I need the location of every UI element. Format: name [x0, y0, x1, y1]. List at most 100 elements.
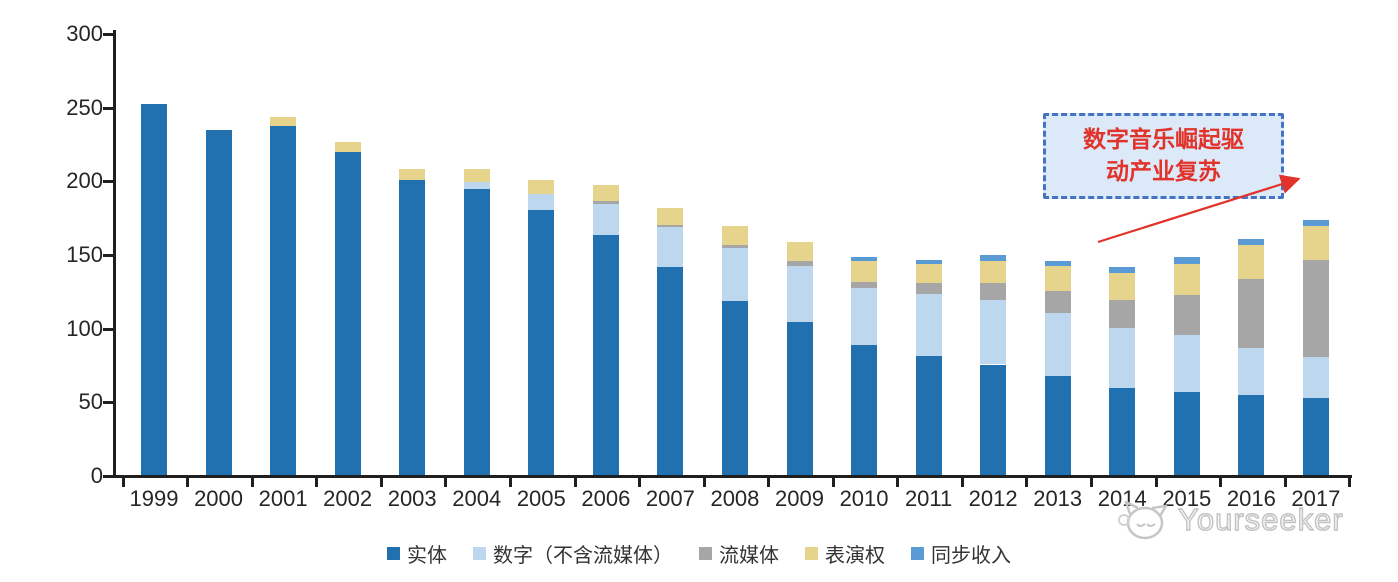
bar-2003-segment-performance-rights — [399, 168, 426, 181]
legend-swatch-sync-revenue — [911, 547, 924, 560]
y-axis-tick — [103, 327, 113, 331]
bar-2015-segment-sync-revenue — [1173, 256, 1200, 265]
x-axis-tick — [1154, 478, 1158, 487]
x-axis-label-2001: 2001 — [258, 486, 308, 511]
bar-2016-segment-digital-excl-streaming — [1238, 348, 1265, 396]
y-axis-tick — [103, 254, 113, 257]
bar-2007-segment-digital-excl-streaming — [657, 227, 684, 268]
bar-2005-segment-physical — [528, 209, 555, 475]
bar-2014-segment-sync-revenue — [1109, 267, 1136, 274]
y-axis-tick-label: 300 — [66, 21, 103, 46]
bar-2001-segment-performance-rights — [270, 116, 297, 126]
bar-2009-segment-physical — [786, 321, 813, 475]
bar-2017-segment-sync-revenue — [1302, 220, 1329, 226]
x-axis-tick — [960, 478, 964, 487]
bar-2007-segment-physical — [657, 267, 684, 475]
bar-2004-segment-physical — [463, 189, 490, 475]
x-axis-label-2016: 2016 — [1226, 486, 1276, 511]
y-axis-tick — [103, 475, 113, 478]
bar-2002-segment-physical — [334, 152, 361, 475]
bar-2011-segment-streaming — [915, 283, 942, 294]
y-axis-tick-label: 250 — [66, 94, 103, 120]
legend-swatch-performance-rights — [805, 547, 818, 560]
bar-2015-segment-streaming — [1173, 295, 1200, 336]
bar-2014-segment-performance-rights — [1109, 273, 1136, 300]
bar-2008-segment-streaming — [721, 245, 748, 249]
y-axis-tick — [103, 401, 113, 405]
y-axis-tick-label: 50 — [78, 389, 103, 415]
legend-label-physical: 实体 — [407, 543, 447, 567]
bar-2011-segment-digital-excl-streaming — [915, 293, 942, 356]
legend-label-sync-revenue: 同步收入 — [931, 543, 1011, 567]
x-axis-tick — [186, 478, 190, 487]
x-axis-tick — [767, 478, 771, 487]
bar-2012-segment-physical — [980, 364, 1007, 475]
bar-2001-segment-physical — [270, 125, 297, 475]
y-axis-tick-label: 0 — [90, 463, 103, 488]
bar-2016-segment-streaming — [1238, 279, 1265, 349]
bar-2017-segment-physical — [1302, 398, 1329, 475]
bar-2013-segment-physical — [1044, 376, 1071, 475]
bar-2011-segment-sync-revenue — [915, 259, 942, 265]
bar-2013-segment-streaming — [1044, 290, 1071, 313]
x-axis-label-2002: 2002 — [323, 486, 373, 511]
legend-swatch-physical — [387, 547, 400, 560]
x-axis-label-2015: 2015 — [1162, 486, 1212, 511]
annotation-text-line2: 动产业复苏 — [1106, 158, 1221, 185]
bar-2011-segment-performance-rights — [915, 264, 942, 284]
x-axis-tick — [831, 478, 835, 487]
x-axis-tick — [444, 478, 448, 487]
y-axis-tick-label: 200 — [66, 168, 103, 194]
bar-2008-segment-performance-rights — [721, 226, 748, 246]
bar-2000-segment-physical — [205, 130, 232, 475]
x-axis-tick — [121, 478, 125, 487]
legend-item-digital-excl-streaming: 数字（不含流媒体） — [473, 539, 673, 568]
bar-2013-segment-digital-excl-streaming — [1044, 312, 1071, 377]
x-axis-tick — [896, 478, 900, 487]
bar-2007-segment-streaming — [657, 224, 684, 228]
bar-2006-segment-streaming — [592, 200, 619, 204]
y-axis-tick-label: 100 — [66, 315, 103, 341]
bar-2014-segment-physical — [1109, 388, 1136, 475]
bar-2006-segment-performance-rights — [592, 184, 619, 201]
bar-2012-segment-digital-excl-streaming — [980, 299, 1007, 365]
x-axis-tick — [1025, 478, 1029, 487]
bar-2013-segment-performance-rights — [1044, 265, 1071, 291]
x-axis-label-2005: 2005 — [516, 486, 566, 511]
bar-2017-segment-digital-excl-streaming — [1302, 357, 1329, 399]
watermark: Yourseeker — [1116, 498, 1344, 542]
x-axis-tick — [379, 478, 383, 487]
bar-2015-segment-performance-rights — [1173, 264, 1200, 296]
x-axis-label-2012: 2012 — [968, 486, 1018, 511]
bar-2015-segment-digital-excl-streaming — [1173, 335, 1200, 393]
legend-swatch-streaming — [699, 547, 712, 560]
legend-item-sync-revenue: 同步收入 — [911, 539, 1011, 568]
bar-2008-segment-digital-excl-streaming — [721, 248, 748, 302]
x-axis-line — [113, 475, 1352, 478]
bar-2012-segment-sync-revenue — [980, 255, 1007, 262]
bar-2012-segment-performance-rights — [980, 261, 1007, 284]
y-axis-tick-label: 150 — [66, 242, 103, 267]
legend-item-streaming: 流媒体 — [699, 539, 779, 568]
x-axis-tick — [509, 478, 512, 487]
x-axis-label-2017: 2017 — [1291, 486, 1341, 511]
bar-2006-segment-digital-excl-streaming — [592, 203, 619, 235]
bar-2009-segment-streaming — [786, 261, 813, 266]
bar-2014-segment-streaming — [1109, 299, 1136, 328]
chart-legend: 实体 数字（不含流媒体） 流媒体 表演权 同步收入 — [0, 539, 1398, 568]
x-axis-label-2003: 2003 — [387, 486, 437, 511]
bar-2005-segment-digital-excl-streaming — [528, 193, 555, 210]
x-axis-tick — [1283, 478, 1287, 487]
bar-2012-segment-streaming — [980, 283, 1007, 300]
x-axis-tick — [638, 478, 642, 487]
bar-2016-segment-performance-rights — [1238, 245, 1265, 280]
annotation-callout: 数字音乐崛起驱 动产业复苏 — [1043, 113, 1284, 199]
bar-2013-segment-sync-revenue — [1044, 261, 1071, 266]
x-axis-label-2009: 2009 — [775, 486, 824, 511]
bar-2002-segment-performance-rights — [334, 142, 361, 153]
bar-2004-segment-digital-excl-streaming — [463, 181, 490, 190]
bar-2016-segment-sync-revenue — [1238, 239, 1265, 246]
bar-2003-segment-physical — [399, 180, 426, 475]
legend-swatch-digital-excl-streaming — [473, 547, 486, 560]
